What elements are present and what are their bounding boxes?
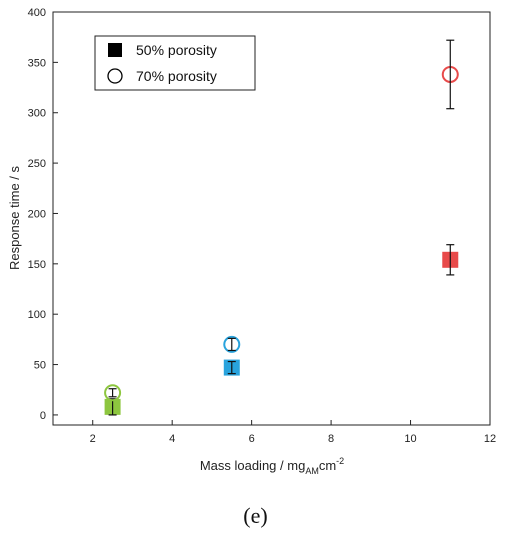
x-tick-label: 2	[90, 433, 96, 445]
y-tick-label: 300	[28, 108, 46, 120]
y-tick-label: 350	[28, 57, 46, 69]
x-tick-label: 12	[484, 433, 496, 445]
y-tick-label: 150	[28, 259, 46, 271]
legend-marker-open-circle	[107, 68, 123, 84]
x-axis-title: Mass loading / mgAMcm-2	[200, 456, 344, 476]
y-tick-label: 250	[28, 158, 46, 170]
y-tick-label: 100	[28, 309, 46, 321]
y-axis-title: Response time / s	[7, 165, 22, 270]
panel-label: (e)	[243, 503, 268, 528]
legend-label: 70% porosity	[136, 68, 217, 84]
data-point-70-porosity	[104, 384, 122, 402]
x-tick-label: 8	[328, 433, 334, 445]
legend-marker-filled-square	[108, 43, 122, 57]
y-tick-label: 400	[28, 7, 46, 19]
x-tick-label: 4	[169, 433, 175, 445]
x-tick-label: 6	[249, 433, 255, 445]
y-tick-label: 200	[28, 208, 46, 220]
legend: 50% porosity 70% porosity	[94, 35, 256, 91]
plot-frame	[52, 11, 491, 426]
x-tick-label: 10	[404, 433, 416, 445]
chart: 2 4 6 8 10 12 0 50 100 150 200 250 300 350 400 50% por…	[7, 7, 496, 476]
y-tick-label: 50	[34, 360, 46, 372]
legend-label: 50% porosity	[136, 42, 217, 58]
y-tick-label: 0	[40, 410, 46, 422]
data-point-70-porosity	[223, 335, 241, 353]
